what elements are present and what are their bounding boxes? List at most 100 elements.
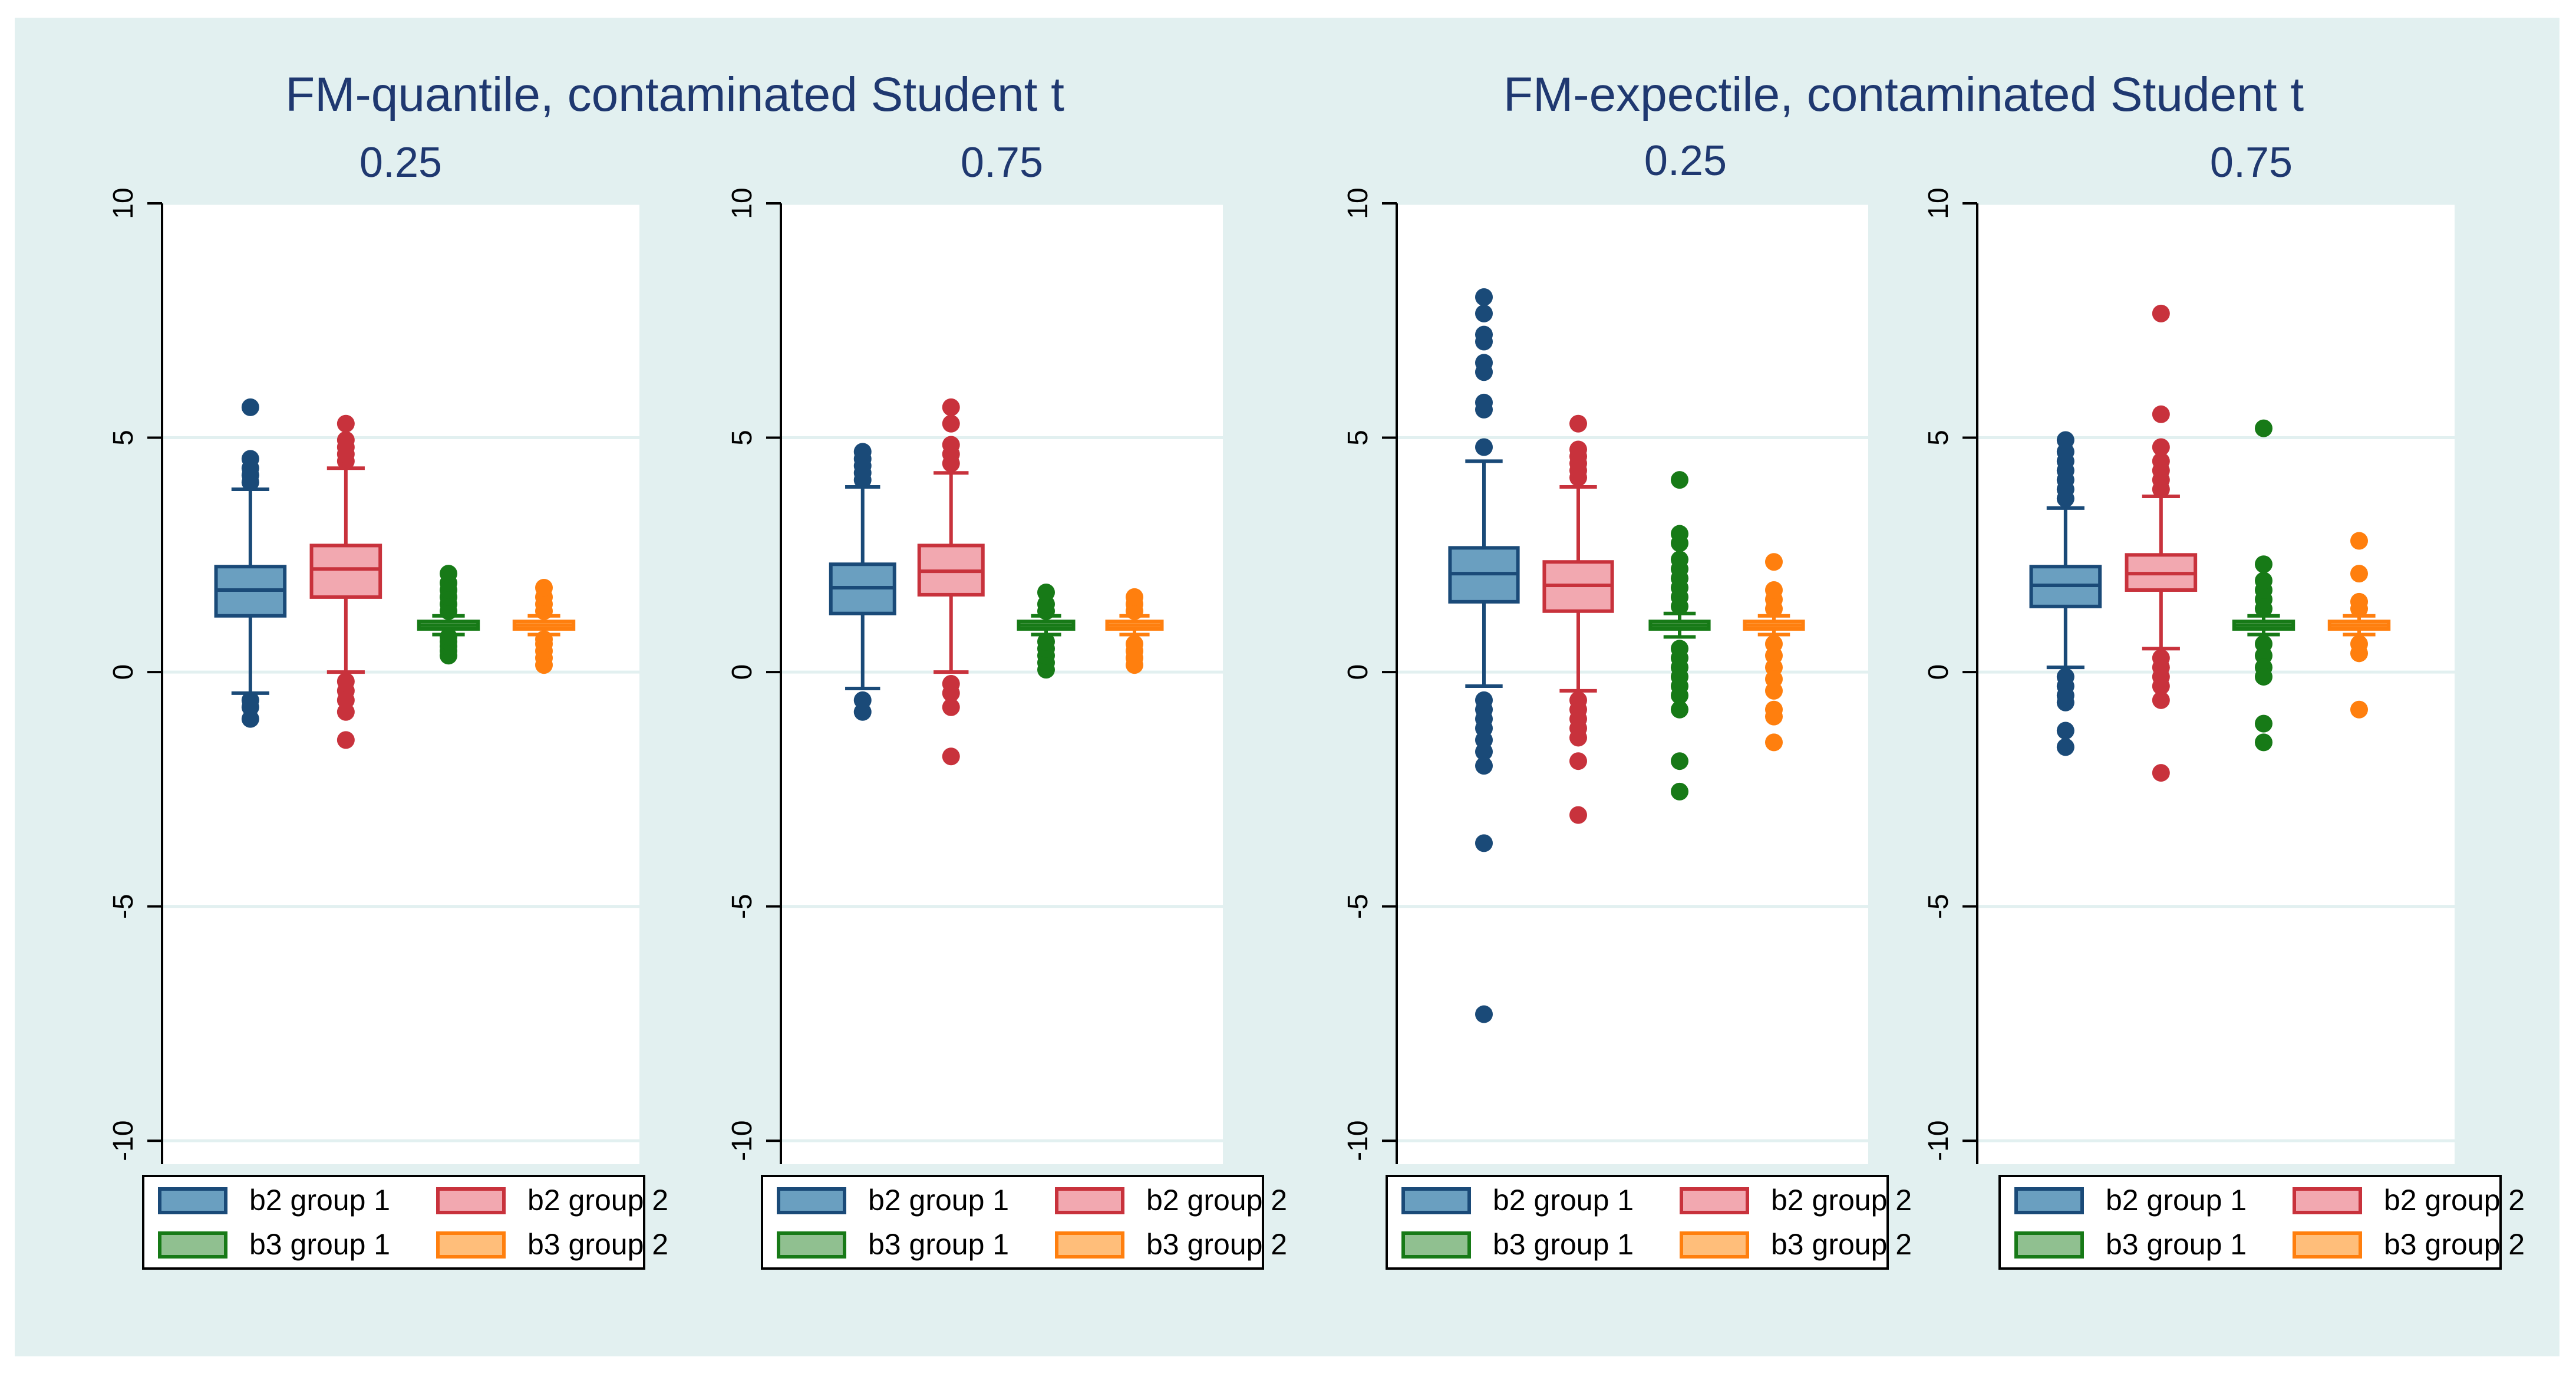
outlier-point [1475, 325, 1493, 344]
outlier-point [1671, 551, 1688, 569]
legend-key [777, 1187, 846, 1214]
y-tick-label: 0 [1343, 664, 1374, 680]
outlier-point [337, 431, 355, 449]
outlier-point [942, 414, 960, 433]
outlier-point [1671, 782, 1688, 800]
outlier-point [2350, 532, 2368, 550]
panel-4: 0.75 10 5 0 -5 -10 b2 group 1 b2 group 2 b3 grou… [1923, 139, 2525, 1270]
outlier-point [2255, 733, 2272, 752]
legend-key [436, 1187, 506, 1214]
legend: b2 group 1 b2 group 2 b3 group 1 b3 group 2 [142, 1175, 668, 1270]
box-b3-group-1 [2232, 419, 2295, 752]
legend-key [1055, 1187, 1124, 1214]
outlier-point [337, 703, 355, 721]
outlier-point [2152, 452, 2170, 470]
box-b3-group-2 [1743, 553, 1805, 752]
y-tick-label: -10 [1923, 1121, 1954, 1161]
box-iqr [309, 543, 382, 599]
outlier-point [241, 450, 259, 468]
outlier-point [853, 443, 872, 461]
legend-label: b2 group 2 [2384, 1184, 2525, 1217]
panel-title: FM-expectile, contaminated Student t [1503, 68, 2304, 121]
plot-area [1977, 203, 2455, 1164]
outlier-point [2255, 555, 2272, 574]
box-b2-group-2 [1542, 414, 1614, 824]
legend-key [1401, 1187, 1471, 1214]
y-tick-label: 10 [1923, 187, 1954, 219]
box-b2-group-1 [2029, 431, 2102, 756]
legend-key [2014, 1231, 2084, 1259]
outlier-point [241, 398, 259, 416]
panel-subtitle: 0.25 [359, 139, 442, 186]
outlier-point [2056, 431, 2074, 449]
panel-title: FM-quantile, contaminated Student t [285, 68, 1064, 121]
panel-1: FM-quantile, contaminated Student t 0.25 1… [108, 68, 1064, 1270]
legend-label: b3 group 2 [527, 1228, 668, 1261]
outlier-point [2350, 592, 2368, 611]
outlier-point [1475, 304, 1493, 322]
y-tick-label: -10 [1343, 1121, 1374, 1161]
legend-key [158, 1187, 227, 1214]
outlier-point [2056, 738, 2074, 756]
outlier-point [1569, 729, 1587, 747]
box-b3-group-2 [1105, 588, 1164, 674]
box-b2-group-1 [829, 443, 896, 721]
outlier-point [1765, 707, 1783, 726]
legend-label: b3 group 1 [2106, 1228, 2247, 1261]
outlier-point [241, 710, 259, 728]
panel-2: 0.75 10 5 0 -5 -10 b2 group 1 b2 group 2 b3 grou… [727, 139, 1287, 1270]
outlier-point [2350, 700, 2368, 719]
legend-key [777, 1231, 846, 1259]
outlier-point [1765, 681, 1783, 700]
legend-key [2293, 1231, 2362, 1259]
y-tick-label: -5 [1343, 894, 1374, 919]
box-b3-group-2 [512, 579, 576, 674]
box-b2-group-2 [2125, 304, 2198, 782]
outlier-point [2152, 691, 2170, 709]
outlier-point [942, 684, 960, 702]
outlier-point [2152, 438, 2170, 456]
y-tick-label: 5 [727, 430, 758, 446]
y-tick-label: 10 [727, 187, 758, 219]
y-tick-label: 0 [1923, 664, 1954, 680]
box-b2-group-2 [917, 398, 985, 766]
box-b2-group-2 [309, 414, 382, 749]
panel-subtitle: 0.75 [961, 139, 1043, 186]
legend-label: b2 group 1 [868, 1184, 1009, 1217]
box-b2-group-1 [214, 398, 287, 728]
y-tick-label: -10 [727, 1121, 758, 1161]
outlier-point [1126, 635, 1143, 653]
outlier-point [942, 436, 960, 454]
outlier-point [1126, 588, 1143, 606]
outlier-point [2255, 572, 2272, 590]
outlier-point [440, 628, 457, 646]
legend-label: b3 group 1 [868, 1228, 1009, 1261]
outlier-point [1475, 743, 1493, 761]
y-tick-label: 0 [108, 664, 139, 680]
outlier-point [1475, 288, 1493, 307]
outlier-point [2255, 714, 2272, 733]
outlier-point [1671, 640, 1688, 658]
plot-area [162, 203, 639, 1164]
box-b3-group-2 [2327, 532, 2391, 719]
outlier-point [2056, 693, 2074, 711]
legend-label: b3 group 2 [1146, 1228, 1287, 1261]
outlier-point [2152, 405, 2170, 423]
legend-label: b2 group 2 [527, 1184, 668, 1217]
outlier-point [1475, 393, 1493, 411]
outlier-point [2350, 565, 2368, 583]
legend-label: b3 group 2 [2384, 1228, 2525, 1261]
y-tick-label: -5 [108, 894, 139, 919]
outlier-point [1671, 471, 1688, 489]
panel-subtitle: 0.25 [1644, 137, 1727, 185]
y-tick-label: 10 [108, 187, 139, 219]
outlier-point [535, 630, 553, 648]
legend: b2 group 1 b2 group 2 b3 group 1 b3 group 2 [1386, 1175, 1912, 1270]
legend-label: b2 group 2 [1771, 1184, 1912, 1217]
outlier-point [2152, 677, 2170, 695]
outlier-point [2255, 668, 2272, 686]
outlier-point [1037, 583, 1055, 601]
outlier-point [1765, 733, 1783, 752]
outlier-point [1569, 440, 1587, 459]
y-tick-label: -5 [727, 894, 758, 919]
